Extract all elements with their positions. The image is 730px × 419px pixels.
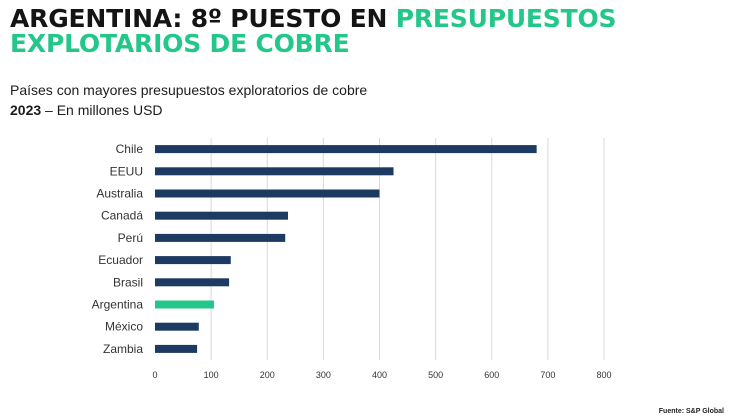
bar — [155, 233, 286, 242]
x-tick-label: 300 — [316, 370, 331, 380]
subtitle-units: – En millones USD — [41, 102, 163, 118]
headline-line-2: EXPLOTARIOS DE COBRE — [10, 29, 350, 58]
category-label: Argentina — [92, 298, 144, 312]
headline-dark-text: ARGENTINA: 8º PUESTO EN — [10, 4, 396, 33]
x-tick-label: 700 — [540, 370, 555, 380]
source-note: Fuente: S&P Global — [658, 408, 724, 415]
bar — [155, 256, 231, 265]
chart-subtitle: Países con mayores presupuestos explorat… — [10, 80, 367, 120]
x-tick-label: 200 — [260, 370, 275, 380]
headline-line-1: ARGENTINA: 8º PUESTO EN PRESUPUESTOS — [10, 4, 617, 33]
category-label: Zambia — [103, 342, 143, 356]
subtitle-line-2: 2023 – En millones USD — [10, 100, 367, 120]
category-label: Canadá — [101, 209, 143, 223]
headline: ARGENTINA: 8º PUESTO EN PRESUPUESTOS EXP… — [10, 4, 617, 58]
bar — [155, 145, 537, 154]
subtitle-line-1: Países con mayores presupuestos explorat… — [10, 82, 368, 98]
headline-accent-text: PRESUPUESTOS — [395, 4, 617, 33]
bar — [155, 322, 199, 331]
category-label: Perú — [118, 231, 143, 245]
category-label: Brasil — [113, 275, 143, 289]
category-label: Ecuador — [98, 253, 143, 267]
bar — [155, 278, 230, 287]
bar — [155, 300, 214, 309]
x-tick-label: 100 — [204, 370, 219, 380]
category-label: México — [105, 320, 143, 334]
bar — [155, 211, 289, 220]
category-label: Australia — [96, 187, 143, 201]
x-tick-label: 600 — [484, 370, 499, 380]
bar — [155, 344, 198, 353]
x-tick-label: 0 — [152, 370, 157, 380]
x-tick-label: 400 — [372, 370, 387, 380]
subtitle-year: 2023 — [10, 102, 42, 118]
x-tick-label: 800 — [596, 370, 611, 380]
bar — [155, 167, 394, 176]
category-label: EEUU — [110, 164, 143, 178]
x-tick-label: 500 — [428, 370, 443, 380]
bar — [155, 189, 380, 198]
category-label: Chile — [116, 142, 144, 156]
